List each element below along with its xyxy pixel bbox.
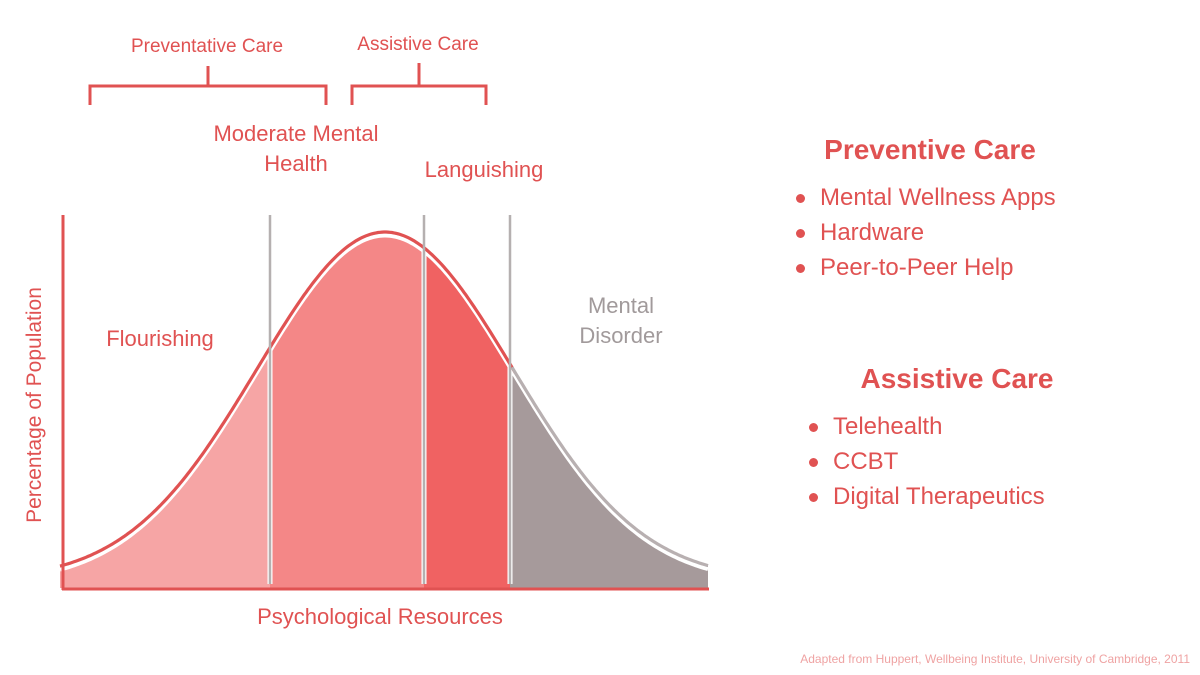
- label-moderate-mental-health-line2: Health: [264, 151, 328, 176]
- label-flourishing: Flourishing: [106, 326, 214, 351]
- list-item: Digital Therapeutics: [809, 479, 1109, 514]
- x-axis-label: Psychological Resources: [257, 604, 503, 629]
- list-item: Hardware: [796, 215, 1096, 250]
- region-moderate-mental-health: [270, 232, 424, 588]
- preventative-care-bracket-label: Preventative Care: [131, 36, 283, 57]
- list-item: CCBT: [809, 444, 1109, 479]
- preventative-care-bracket: Preventative Care: [88, 36, 328, 105]
- label-mental-disorder-line2: Disorder: [579, 323, 662, 348]
- curve-inner-border: [59, 233, 709, 572]
- preventive-care-panel: Preventive Care Mental Wellness Apps Har…: [796, 134, 1096, 285]
- bell-curve: [59, 215, 709, 588]
- preventive-care-list: Mental Wellness Apps Hardware Peer-to-Pe…: [796, 180, 1096, 285]
- assistive-care-panel: Assistive Care Telehealth CCBT Digital T…: [809, 363, 1109, 514]
- preventive-care-title: Preventive Care: [824, 134, 1036, 165]
- assistive-care-bracket-label: Assistive Care: [357, 34, 478, 55]
- curve-outline: [59, 230, 514, 568]
- list-item: Telehealth: [809, 409, 1109, 444]
- label-moderate-mental-health-line1: Moderate Mental: [213, 121, 378, 146]
- assistive-care-title: Assistive Care: [860, 363, 1054, 394]
- source-citation: Adapted from Huppert, Wellbeing Institut…: [800, 652, 1190, 666]
- region-flourishing: [60, 347, 270, 588]
- label-languishing: Languishing: [425, 157, 544, 182]
- list-item: Peer-to-Peer Help: [796, 250, 1096, 285]
- curve-outline-tail: [510, 366, 709, 568]
- label-mental-disorder-line1: Mental: [588, 293, 654, 318]
- axes: Percentage of Population Psychological R…: [23, 215, 709, 629]
- assistive-care-bracket: Assistive Care: [350, 34, 488, 105]
- y-axis-label: Percentage of Population: [23, 287, 46, 523]
- list-item: Mental Wellness Apps: [796, 180, 1096, 215]
- region-mental-disorder: [510, 364, 708, 588]
- assistive-care-list: Telehealth CCBT Digital Therapeutics: [809, 409, 1109, 514]
